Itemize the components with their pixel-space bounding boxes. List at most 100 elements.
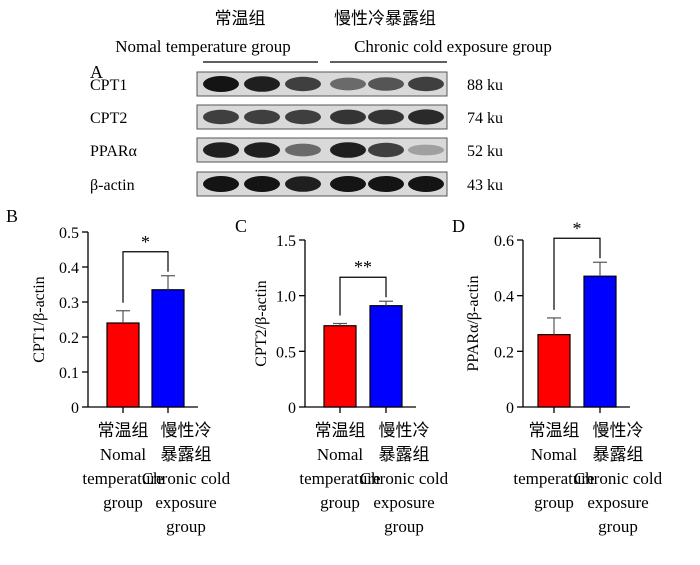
blot-band [285,176,321,192]
x-category-label: temperature [299,469,380,488]
x-category-label: Nomal [531,445,578,464]
x-category-label: 慢性冷 [379,420,430,441]
x-category-label: Nomal [317,445,364,464]
blot-size-label: 43 ku [467,177,503,194]
bar [323,325,357,408]
blot-band [368,77,404,91]
x-category-label: exposure [587,493,648,512]
x-category-label: exposure [155,493,216,512]
blot-band [244,142,280,158]
x-category-label: 常温组 [315,421,366,441]
y-tick-label: 0 [288,400,296,417]
blot-band [203,76,239,92]
x-category-label: Nomal [100,445,147,464]
bar [369,305,403,408]
blot-band [330,176,366,192]
blot-band [408,76,444,92]
y-tick-label: 0.4 [494,289,514,306]
blot-band [244,176,280,192]
y-tick-label: 0.6 [494,233,514,250]
y-tick-label: 0.2 [494,344,514,361]
bar [106,322,140,408]
chart-panel-d: D 0 0.2 0.4 0.6 PPARα/β-actin * 常温组 Nomal tempera… [452,216,663,536]
blot-band [408,109,444,125]
significance-marker: * [141,232,150,252]
blot-band [330,109,366,125]
group1-en-label: Nomal temperature group [115,37,291,56]
blot-size-label: 88 ku [467,77,503,94]
y-tick-label: 0.2 [59,330,79,347]
blot-protein-label: CPT1 [90,77,127,94]
blot-band [408,144,444,156]
blot-band [368,109,404,125]
x-category-label: group [320,493,360,512]
significance-marker: * [573,218,582,238]
blot-band [203,176,239,192]
x-category-label: temperature [82,469,163,488]
y-tick-label: 0.4 [59,260,79,277]
panel-letter: B [6,206,18,226]
blot-band [285,76,321,92]
blot-size-label: 52 ku [467,143,503,160]
x-category-label: 慢性冷 [593,420,644,441]
x-category-label: group [166,517,206,536]
blot-band [203,109,239,125]
x-category-label: group [534,493,574,512]
y-tick-label: 0 [506,400,514,417]
group2-zh-label: 慢性冷暴露组 [334,8,436,29]
x-category-label: group [598,517,638,536]
chart-panel-c: C 0 0.5 1.0 1.5 CPT2/β-actin ** 常温组 Nomal tempera… [235,216,449,536]
y-tick-label: 0 [71,400,79,417]
y-tick-label: 0.5 [59,225,79,242]
significance-bracket [339,276,387,316]
x-category-label: temperature [513,469,594,488]
x-category-label: 常温组 [98,421,149,441]
blot-band [244,76,280,92]
y-tick-label: 1.0 [276,289,296,306]
group1-zh-label: 常温组 [215,9,266,29]
bar [151,289,185,408]
y-tick-label: 0.1 [59,365,79,382]
blot-band [285,109,321,125]
x-category-label: group [103,493,143,512]
significance-bracket [122,251,169,303]
blot-band [330,77,366,91]
panel-letter: D [452,216,465,236]
blot-protein-label: β-actin [90,177,135,194]
blot-band [408,176,444,192]
x-category-label: 慢性冷 [161,420,212,441]
panel-letter: C [235,216,247,236]
blot-strip-3 [196,171,448,197]
x-category-label: group [384,517,424,536]
significance-bracket [553,237,601,310]
chart-panel-b: B 0 0.1 0.2 0.3 0.4 0.5 CPT1/β-actin * 常温组 Nomal te… [6,206,231,536]
blot-band [244,109,280,125]
blot-band [203,142,239,158]
y-tick-label: 0.5 [276,344,296,361]
significance-marker: ** [354,257,372,277]
blot-rows: CPT1 88 ku CPT2 74 ku PPARα 52 ku β-actin 43 ku [90,71,503,197]
bar [537,334,571,408]
bar [583,275,617,408]
group2-en-label: Chronic cold exposure group [354,37,552,56]
panel-letter-a: A [90,62,103,82]
y-axis-label: CPT2/β-actin [253,280,270,366]
y-axis-label: CPT1/β-actin [31,276,48,362]
blot-protein-label: CPT2 [90,110,127,127]
x-category-label: 暴露组 [161,445,212,465]
blot-protein-label: PPARα [90,143,138,160]
blot-band [368,142,404,158]
blot-band [285,143,321,157]
x-category-label: 暴露组 [593,445,644,465]
x-category-label: exposure [373,493,434,512]
x-category-label: Chronic cold [360,469,449,488]
y-tick-label: 1.5 [276,233,296,250]
x-category-label: Chronic cold [142,469,231,488]
y-axis-label: PPARα/β-actin [465,276,482,372]
y-tick-label: 0.3 [59,295,79,312]
x-category-label: 常温组 [529,421,580,441]
x-category-label: Chronic cold [574,469,663,488]
blot-band [368,176,404,192]
blot-size-label: 74 ku [467,110,503,127]
